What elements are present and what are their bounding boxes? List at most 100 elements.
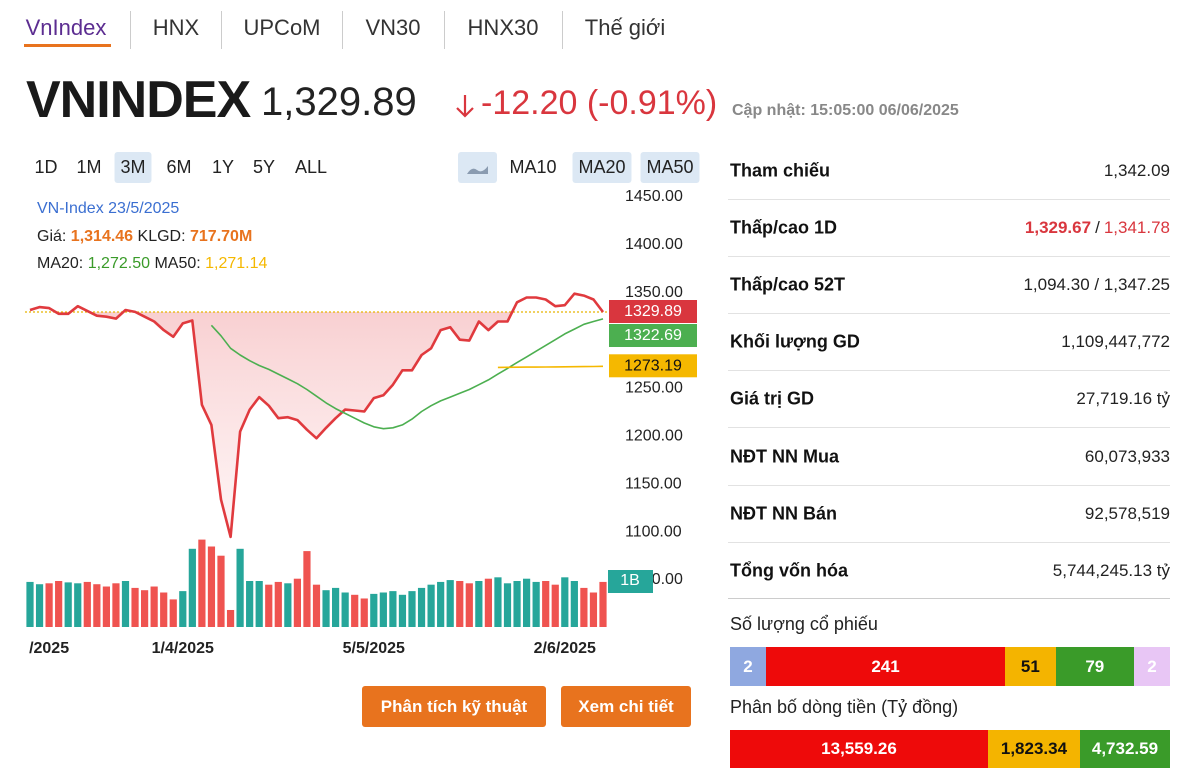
volume-bar (351, 594, 359, 627)
stat-label: Giá trị GD (730, 388, 815, 409)
volume-bar (112, 583, 120, 627)
y-tick-label: 1350.00 (625, 284, 683, 301)
indicator-button[interactable]: MA10 (509, 157, 557, 177)
symbol: VNINDEX (26, 71, 251, 129)
volume-bar (551, 584, 559, 627)
change-value: -12.20 (481, 84, 578, 122)
volume-bar (417, 587, 426, 627)
range-button[interactable]: 1D (34, 157, 58, 177)
tooltip-title: VN-Index 23/5/2025 (37, 200, 180, 217)
volume-bar (35, 584, 44, 627)
tab[interactable]: UPCoM (243, 15, 321, 40)
stat-value: 60,073,933 (1084, 446, 1170, 466)
tab[interactable]: VN30 (365, 15, 421, 40)
row-divider (728, 370, 1170, 372)
label: MA50: (154, 255, 201, 272)
volume-bar (437, 581, 445, 627)
range-button[interactable]: 3M (114, 152, 152, 183)
volume-bar (484, 578, 492, 627)
area-icon (467, 166, 488, 174)
volume-bar (207, 546, 216, 627)
segment: 13,559.26 (730, 730, 988, 768)
value: 717.70M (190, 228, 253, 245)
tab-separator (444, 11, 445, 49)
range-button[interactable]: 5Y (252, 157, 276, 177)
change-pct: (-0.91%) (586, 84, 718, 122)
volume-bar (580, 587, 588, 627)
volume-bar (293, 578, 301, 627)
label: MA20: (37, 255, 84, 272)
row-divider (728, 427, 1170, 429)
segment: 2 (730, 647, 766, 686)
price-area (30, 312, 603, 537)
segment: 241 (766, 647, 1006, 686)
volume-bar (169, 599, 177, 627)
volume-bar (599, 581, 607, 627)
y-tick-label: 1150.00 (625, 475, 682, 492)
row-divider (728, 199, 1170, 200)
indicator-button[interactable]: MA50 (640, 152, 700, 183)
volume-bar (74, 583, 82, 627)
stat-label: NĐT NN Bán (730, 503, 837, 524)
volume-bar (427, 584, 435, 627)
end-label: 1273.19 (624, 358, 682, 375)
y-tick-label: 1200.00 (625, 428, 683, 445)
volume-bar (236, 548, 244, 627)
volume-bar (102, 586, 110, 627)
volume-bar (226, 609, 235, 627)
volume-bar (589, 592, 598, 627)
range-button[interactable]: 6M (166, 157, 192, 177)
tab[interactable]: HNX30 (467, 15, 539, 40)
tab-underline (24, 44, 111, 47)
row-divider (728, 598, 1170, 599)
chart-type-button[interactable] (458, 152, 497, 183)
tab-separator (130, 11, 131, 49)
range-button[interactable]: 1M (76, 157, 102, 177)
series-line (210, 318, 604, 430)
y-tick-label: 1100.00 (625, 523, 682, 540)
volume-bar (465, 583, 473, 627)
end-label: 1329.89 (624, 303, 682, 320)
x-tick-label: 1/4/2025 (152, 640, 214, 657)
volume-bar (198, 539, 206, 627)
volume-bar (64, 582, 72, 627)
volume-bar (246, 581, 254, 627)
row-divider (728, 313, 1170, 315)
volume-bar (446, 580, 454, 627)
x-tick-label: 2/6/2025 (534, 640, 596, 657)
volume-bar (456, 581, 464, 627)
label: KLGD: (137, 228, 186, 245)
detail-button[interactable]: Xem chi tiết (561, 686, 691, 727)
end-label-box (609, 354, 697, 378)
row-divider (728, 541, 1170, 543)
tab[interactable]: Thế giới (584, 15, 666, 40)
end-label: 1322.69 (624, 327, 682, 344)
tab[interactable]: VnIndex (25, 15, 107, 40)
volume-bar (188, 548, 196, 627)
stat-label: Tổng vốn hóa (730, 560, 848, 581)
range-button[interactable]: 1Y (211, 157, 235, 177)
tab[interactable]: HNX (152, 15, 200, 40)
stat-value: 1,329.67/1,341.78 (1025, 218, 1170, 238)
range-button[interactable]: ALL (294, 157, 328, 177)
stat-label: Thấp/cao 52T (730, 274, 846, 295)
update-time: Cập nhật: 15:05:00 06/06/2025 (732, 102, 959, 119)
technical-analysis-button[interactable]: Phân tích kỹ thuật (362, 686, 546, 727)
segment: 51 (1005, 647, 1056, 686)
volume-bar (121, 581, 130, 627)
stat-value: 92,578,519 (1084, 503, 1170, 523)
label: Giá: (37, 228, 67, 245)
x-tick-label: /2025 (29, 640, 69, 657)
volume-bar (55, 581, 63, 627)
volume-bar (150, 586, 158, 627)
volume-bar (131, 587, 139, 627)
end-label-box (609, 300, 697, 324)
volume-bar (398, 594, 407, 627)
indicator-button[interactable]: MA20 (572, 152, 632, 183)
stat-value: 1,342.09 (1103, 161, 1170, 180)
stat-value: 1,109,447,772 (1061, 332, 1170, 352)
down-arrow (456, 95, 474, 118)
segment: 1,823.34 (987, 730, 1080, 768)
low: 1,329.67 (1024, 218, 1092, 238)
series-line (497, 365, 604, 369)
